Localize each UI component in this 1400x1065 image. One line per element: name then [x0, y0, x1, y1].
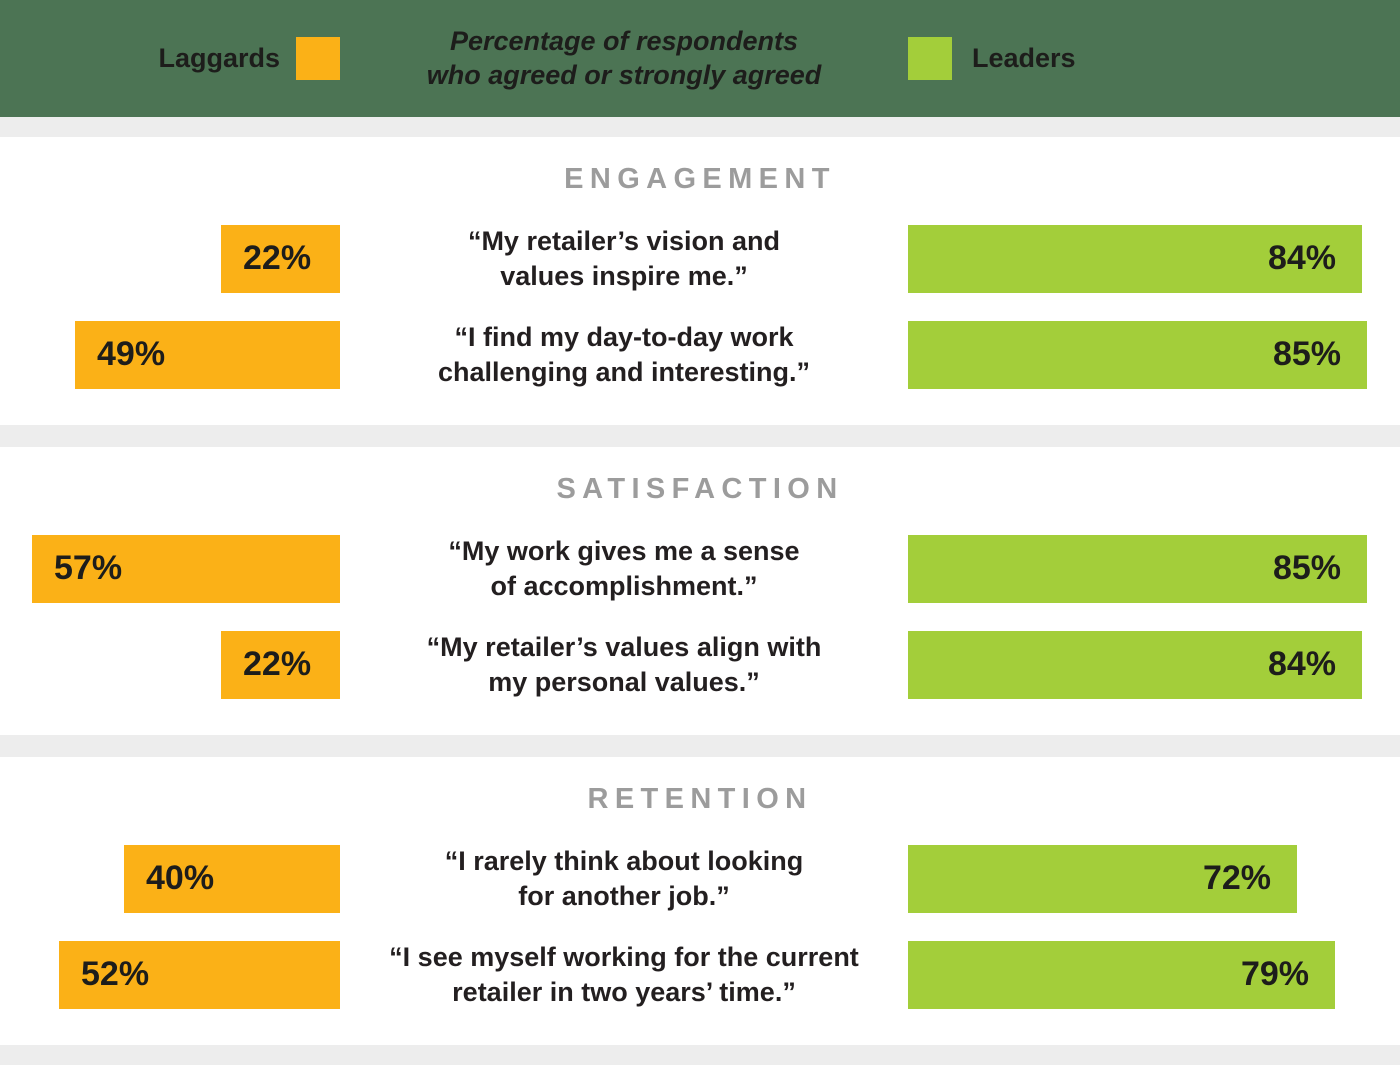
chart-header: Laggards Percentage of respondents who a… — [0, 0, 1400, 117]
statement: “I see myself working for the current re… — [389, 942, 859, 1007]
leaders-bar: 85% — [908, 534, 1367, 603]
legend-leaders: Leaders — [908, 0, 1400, 117]
laggards-bar: 49% — [75, 320, 340, 389]
section-title: RETENTION — [587, 783, 813, 815]
chart-title-line2: who agreed or strongly agreed — [426, 59, 822, 90]
section-satisfaction: SATISFACTION 57% “My work gives me a sen… — [0, 447, 1400, 735]
laggards-value: 40% — [146, 859, 215, 898]
leaders-value: 84% — [1267, 645, 1336, 684]
chart-title-line1: Percentage of respondents — [449, 25, 799, 56]
legend-laggards: Laggards — [0, 0, 340, 117]
section-title: ENGAGEMENT — [564, 163, 836, 195]
leaders-value: 84% — [1267, 239, 1336, 278]
laggards-value: 22% — [243, 239, 312, 278]
legend-leaders-label: Leaders — [972, 43, 1076, 73]
laggards-value: 52% — [81, 955, 150, 994]
section-retention: RETENTION 40% “I rarely think about look… — [0, 757, 1400, 1045]
section-engagement: ENGAGEMENT 22% “My retailer’s vision and… — [0, 137, 1400, 425]
laggards-bar: 52% — [59, 940, 340, 1009]
laggards-bar: 22% — [221, 224, 340, 293]
laggards-bar: 57% — [32, 534, 340, 603]
chart-row: 40% “I rarely think about looking for an… — [0, 844, 1400, 913]
laggards-bar: 22% — [221, 630, 340, 699]
chart-title: Percentage of respondents who agreed or … — [340, 25, 908, 93]
chart-row: 22% “My retailer’s values align with my … — [0, 630, 1400, 699]
chart-area: ENGAGEMENT 22% “My retailer’s vision and… — [0, 117, 1400, 1045]
leaders-bar: 84% — [908, 224, 1362, 293]
chart-row: 57% “My work gives me a sense of accompl… — [0, 534, 1400, 603]
statement: “My work gives me a sense of accomplishm… — [448, 536, 800, 601]
laggards-value: 57% — [54, 549, 123, 588]
chart-row: 22% “My retailer’s vision and values ins… — [0, 224, 1400, 293]
legend-laggards-label: Laggards — [158, 43, 280, 73]
laggards-swatch-icon — [296, 37, 340, 80]
leaders-bar: 72% — [908, 844, 1297, 913]
leaders-bar: 85% — [908, 320, 1367, 389]
laggards-value: 22% — [243, 645, 312, 684]
laggards-bar: 40% — [124, 844, 340, 913]
leaders-bar: 79% — [908, 940, 1335, 1009]
leaders-value: 72% — [1202, 859, 1271, 898]
chart-row: 49% “I find my day-to-day work challengi… — [0, 320, 1400, 389]
statement: “My retailer’s values align with my pers… — [426, 632, 822, 697]
laggards-value: 49% — [97, 335, 166, 374]
leaders-value: 85% — [1272, 549, 1341, 588]
statement: “I rarely think about looking for anothe… — [444, 846, 804, 911]
leaders-bar: 84% — [908, 630, 1362, 699]
statement: “My retailer’s vision and values inspire… — [467, 226, 781, 291]
leaders-value: 79% — [1240, 955, 1309, 994]
section-title: SATISFACTION — [556, 473, 844, 505]
leaders-value: 85% — [1272, 335, 1341, 374]
chart-row: 52% “I see myself working for the curren… — [0, 940, 1400, 1009]
leaders-swatch-icon — [908, 37, 952, 80]
statement: “I find my day-to-day work challenging a… — [437, 322, 811, 387]
